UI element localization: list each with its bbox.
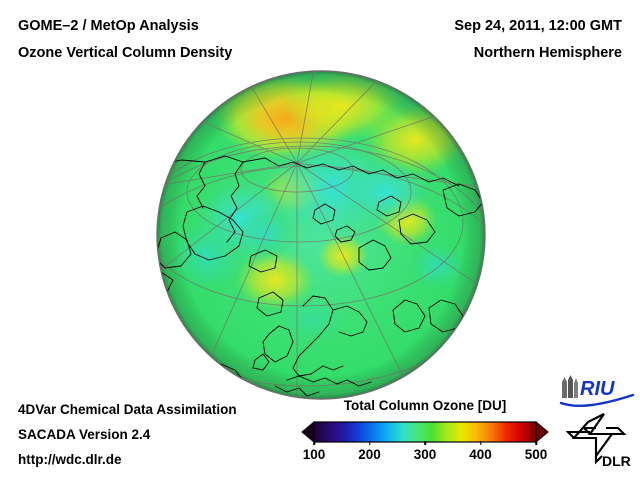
header-product-line: Ozone Vertical Column Density [18, 45, 233, 61]
footer-version: SACADA Version 2.4 [18, 427, 151, 442]
colorbar-cap-high [535, 420, 549, 444]
colorbar: Total Column Ozone [DU] 100 200 300 400 500 [300, 398, 550, 476]
dlr-wordmark: DLR [602, 453, 631, 469]
globe-map [147, 70, 497, 400]
coastlines [157, 155, 484, 399]
british-isles-outline [262, 325, 294, 363]
dlr-mark-icon [565, 413, 627, 465]
colorbar-tick-label: 100 [302, 447, 326, 462]
globe-svg [156, 70, 486, 400]
colorbar-tick-mark [535, 441, 537, 445]
colorbar-tick-mark [479, 441, 482, 445]
riu-towers-icon [562, 375, 578, 398]
colorbar-tick-labels: 100 200 300 400 500 [300, 441, 550, 467]
dlr-logo: DLR [565, 412, 636, 470]
riu-swoosh-icon [559, 393, 635, 408]
colorbar-tick-mark [368, 441, 371, 445]
colorbar-tick-label: 400 [469, 447, 492, 462]
header-instrument-line: GOME–2 / MetOp Analysis [18, 18, 199, 34]
footer-url: http://wdc.dlr.de [18, 452, 122, 467]
riu-logo-svg: RIU [559, 375, 635, 408]
colorbar-tick-label: 300 [413, 447, 437, 462]
colorbar-tick-mark [424, 441, 426, 445]
scandinavia-outline [292, 295, 344, 377]
colorbar-tick-label: 500 [524, 447, 548, 462]
globe-limb [156, 70, 486, 400]
colorbar-tick-mark [313, 441, 315, 445]
iceland-outline [256, 291, 284, 317]
ozone-field [157, 71, 485, 399]
riu-wordmark: RIU [580, 378, 615, 400]
colorbar-cap-low [301, 420, 315, 444]
footer-method: 4DVar Chemical Data Assimilation [18, 402, 237, 417]
colorbar-tick-label: 200 [358, 447, 381, 462]
colorbar-title: Total Column Ozone [DU] [343, 398, 507, 413]
header-datetime-line: Sep 24, 2011, 12:00 GMT [454, 18, 622, 34]
header-region-line: Northern Hemisphere [473, 45, 622, 61]
dlr-logo-svg: DLR [565, 413, 631, 469]
riu-logo: RIU [558, 372, 636, 408]
